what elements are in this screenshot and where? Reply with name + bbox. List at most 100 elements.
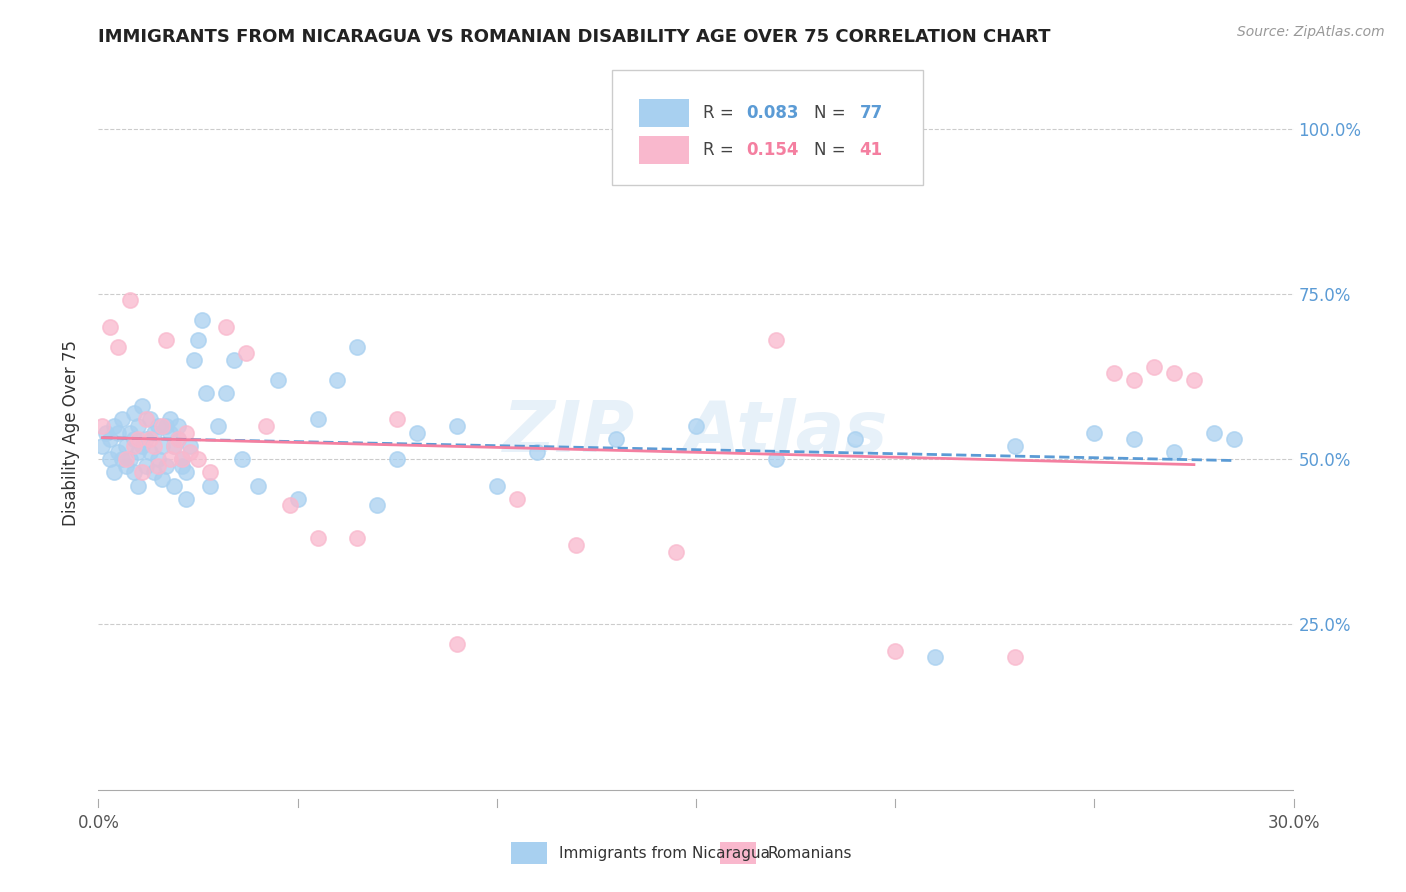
Bar [720, 842, 756, 864]
Point [124, 439, 146, 453]
Point [167, 432, 190, 446]
Text: IMMIGRANTS FROM NICARAGUA VS ROMANIAN DISABILITY AGE OVER 75 CORRELATION CHART: IMMIGRANTS FROM NICARAGUA VS ROMANIAN DI… [98, 28, 1050, 45]
Point [1123, 373, 1146, 387]
Point [115, 439, 138, 453]
Point [124, 465, 146, 479]
Point [148, 419, 170, 434]
Point [163, 439, 186, 453]
Point [103, 465, 125, 479]
Point [884, 644, 907, 658]
Text: ZIP  Atlas: ZIP Atlas [503, 398, 889, 467]
Point [96, 425, 118, 440]
Point [254, 419, 277, 434]
Point [107, 445, 129, 459]
Point [215, 319, 238, 334]
Point [326, 373, 349, 387]
Point [120, 425, 142, 440]
Point [1223, 432, 1246, 446]
Point [163, 478, 186, 492]
Point [91, 419, 114, 434]
Point [143, 425, 166, 440]
Point [139, 432, 162, 446]
Point [91, 439, 114, 453]
Point [111, 412, 134, 426]
Point [187, 333, 209, 347]
Point [135, 412, 157, 426]
Point [406, 425, 429, 440]
Point [131, 399, 153, 413]
Point [179, 445, 201, 459]
Point [346, 340, 368, 354]
Text: Romanians: Romanians [768, 846, 852, 861]
Point [172, 452, 194, 467]
Point [231, 452, 253, 467]
Point [385, 412, 409, 426]
Point [103, 419, 125, 434]
Point [195, 386, 218, 401]
Point [366, 499, 388, 513]
Point [765, 452, 787, 467]
Point [685, 419, 707, 434]
Point [385, 452, 409, 467]
Point [124, 432, 146, 446]
Point [1104, 366, 1126, 380]
Point [135, 458, 157, 473]
Point [665, 544, 688, 558]
Point [131, 465, 153, 479]
Point [159, 425, 181, 440]
Point [143, 439, 166, 453]
Point [1083, 425, 1105, 440]
Point [246, 478, 269, 492]
Text: 41: 41 [859, 141, 883, 159]
Point [155, 458, 177, 473]
Point [159, 412, 181, 426]
Point [135, 432, 157, 446]
Point [307, 412, 329, 426]
Point [446, 419, 468, 434]
Point [127, 432, 149, 446]
Point [215, 386, 238, 401]
Point [346, 532, 368, 546]
Point [267, 373, 290, 387]
Point [98, 319, 122, 334]
Point [307, 532, 329, 546]
Text: R =: R = [703, 141, 740, 159]
Point [1004, 650, 1026, 665]
Point [159, 452, 181, 467]
Point [174, 465, 197, 479]
Point [167, 419, 190, 434]
Point [1123, 432, 1146, 446]
Point [107, 340, 129, 354]
Point [235, 346, 257, 360]
Point [167, 432, 190, 446]
Point [844, 432, 866, 446]
Point [107, 425, 129, 440]
Point [198, 478, 221, 492]
Point [143, 465, 166, 479]
Text: N =: N = [814, 103, 851, 122]
Point [222, 352, 245, 367]
Point [127, 445, 149, 459]
Point [127, 419, 149, 434]
Point [605, 432, 627, 446]
Point [172, 452, 194, 467]
Point [1163, 445, 1185, 459]
Point [179, 439, 201, 453]
Point [127, 478, 149, 492]
Point [187, 452, 209, 467]
Point [183, 352, 205, 367]
Point [198, 465, 221, 479]
Point [124, 406, 146, 420]
Point [115, 458, 138, 473]
Text: 0.083: 0.083 [747, 103, 799, 122]
Point [131, 439, 153, 453]
Text: 77: 77 [859, 103, 883, 122]
Point [139, 445, 162, 459]
Point [446, 637, 468, 651]
Point [1163, 366, 1185, 380]
Point [287, 491, 309, 506]
Text: N =: N = [814, 141, 851, 159]
Point [155, 419, 177, 434]
Point [150, 419, 173, 434]
Text: 0.154: 0.154 [747, 141, 799, 159]
